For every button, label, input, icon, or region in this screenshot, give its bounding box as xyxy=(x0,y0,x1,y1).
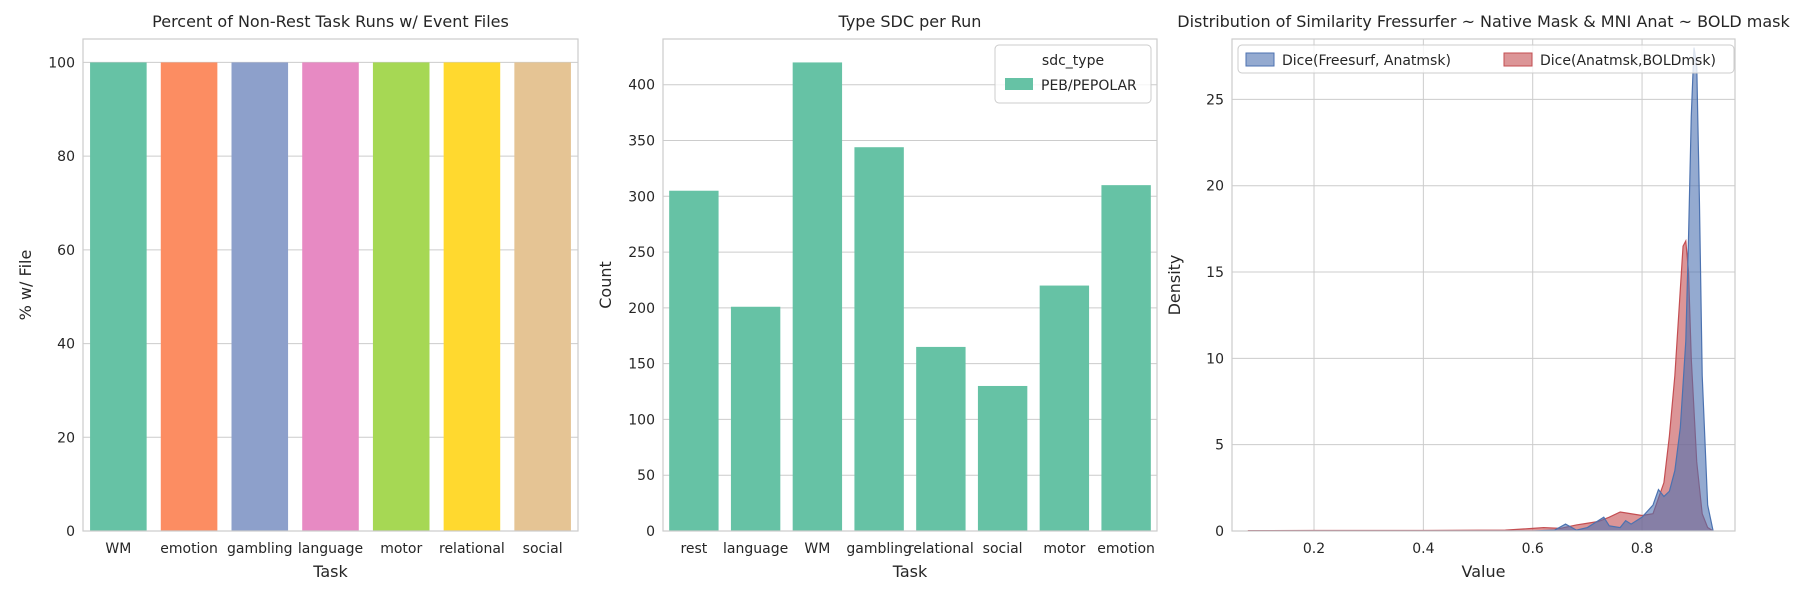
chart-title: Distribution of Similarity Fressurfer ~ … xyxy=(1177,12,1790,31)
y-tick-label: 5 xyxy=(1215,438,1224,454)
bar-language xyxy=(302,62,359,532)
bar-social xyxy=(514,62,571,532)
bar-rest xyxy=(669,190,719,531)
x-tick-label: social xyxy=(523,541,563,557)
bar-wm xyxy=(90,62,147,532)
x-tick-label: gambling xyxy=(846,541,912,557)
plot-area xyxy=(1232,39,1735,531)
legend: Dice(Freesurf, Anatmsk) Dice(Anatmsk,BOLD… xyxy=(1237,44,1735,74)
panel-task-event-files: Percent of Non-Rest Task Runs w/ Event F… xyxy=(16,12,579,581)
y-tick-label: 100 xyxy=(48,55,75,71)
x-axis-label: Value xyxy=(1462,562,1506,581)
chart-title: Percent of Non-Rest Task Runs w/ Event F… xyxy=(152,12,509,31)
y-tick-label: 0 xyxy=(646,524,655,540)
y-tick-label: 0 xyxy=(66,524,75,540)
x-tick-label: 0.2 xyxy=(1303,541,1325,557)
x-axis-label: Task xyxy=(312,562,348,581)
panel-similarity-distribution: Distribution of Similarity Fressurfer ~ … xyxy=(1165,12,1790,581)
bar-motor xyxy=(1039,285,1090,531)
x-tick-label: WM xyxy=(105,541,131,557)
y-tick-label: 300 xyxy=(628,189,655,205)
y-tick-label: 80 xyxy=(57,149,75,165)
legend-box xyxy=(994,44,1152,104)
x-axis-label: Task xyxy=(892,562,928,581)
y-tick-label: 50 xyxy=(637,468,655,484)
bar-emotion xyxy=(1101,185,1151,531)
y-tick-label: 350 xyxy=(628,134,655,150)
axes-frame xyxy=(1231,38,1736,532)
x-tick-label: WM xyxy=(804,541,830,557)
y-tick-label: 20 xyxy=(1206,179,1224,195)
x-tick-label: emotion xyxy=(160,541,218,557)
axes-frame xyxy=(662,38,1158,532)
x-tick-label: relational xyxy=(908,541,974,557)
legend-box xyxy=(1237,44,1735,74)
x-tick-label: rest xyxy=(680,541,707,557)
y-tick-label: 15 xyxy=(1206,265,1224,281)
density-freesurf-anatmsk xyxy=(1248,47,1714,531)
x-tick-label: 0.4 xyxy=(1412,541,1434,557)
bar-language xyxy=(730,306,781,531)
bar-emotion xyxy=(160,62,218,532)
y-tick-label: 250 xyxy=(628,245,655,261)
y-tick-label: 20 xyxy=(57,430,75,446)
x-tick-label: motor xyxy=(380,541,422,557)
bar-gambling xyxy=(231,62,289,532)
x-tick-label: language xyxy=(723,541,788,557)
legend: sdc_type PEB/PEPOLAR xyxy=(994,44,1152,104)
legend-swatch xyxy=(1245,52,1275,67)
legend-swatch xyxy=(1005,78,1033,90)
legend-title: sdc_type xyxy=(1042,53,1104,69)
x-tick-label: social xyxy=(983,541,1023,557)
y-tick-label: 0 xyxy=(1215,524,1224,540)
y-tick-label: 25 xyxy=(1206,92,1224,108)
bar-wm xyxy=(792,62,843,532)
y-tick-label: 150 xyxy=(628,357,655,373)
x-tick-label: 0.6 xyxy=(1522,541,1544,557)
chart-title: Type SDC per Run xyxy=(838,12,982,31)
x-tick-label: gambling xyxy=(227,541,293,557)
y-axis-label: % w/ File xyxy=(16,250,35,321)
y-tick-label: 400 xyxy=(628,78,655,94)
y-tick-label: 200 xyxy=(628,301,655,317)
axes-frame xyxy=(82,38,579,532)
y-tick-label: 100 xyxy=(628,412,655,428)
x-tick-label: 0.8 xyxy=(1631,541,1653,557)
bar-relational xyxy=(443,62,501,532)
y-tick-label: 10 xyxy=(1206,351,1224,367)
x-tick-label: emotion xyxy=(1097,541,1155,557)
y-axis-label: Density xyxy=(1165,255,1184,316)
x-tick-label: motor xyxy=(1043,541,1085,557)
bar-motor xyxy=(372,62,430,532)
y-axis-label: Count xyxy=(596,261,615,309)
legend-entry: Dice(Freesurf, Anatmsk) xyxy=(1282,53,1451,69)
x-tick-label: relational xyxy=(439,541,505,557)
bar-gambling xyxy=(854,147,904,531)
legend-entry: Dice(Anatmsk,BOLDmsk) xyxy=(1540,53,1716,69)
bar-relational xyxy=(916,346,966,531)
legend-swatch xyxy=(1503,52,1533,67)
legend-entry: PEB/PEPOLAR xyxy=(1041,78,1137,94)
x-tick-label: language xyxy=(298,541,363,557)
y-tick-label: 60 xyxy=(57,243,75,259)
panel-sdc-per-run: Type SDC per Run Task Count 0 50 100 150 200… xyxy=(596,12,1158,581)
bar-social xyxy=(977,385,1028,531)
y-tick-label: 40 xyxy=(57,337,75,353)
